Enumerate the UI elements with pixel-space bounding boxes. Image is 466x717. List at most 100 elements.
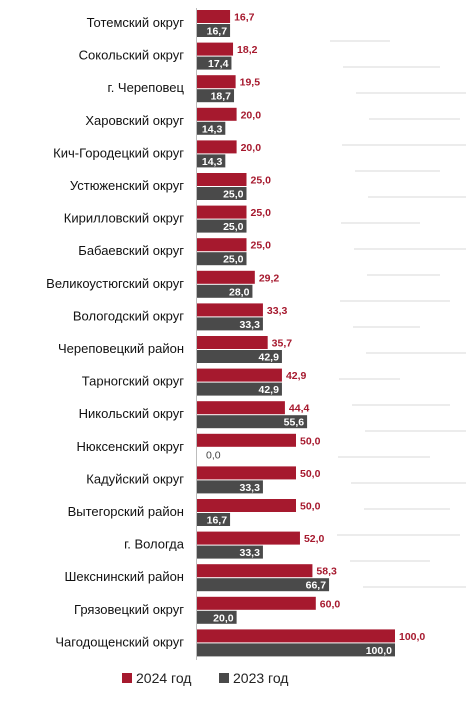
- category-label: Тарногский округ: [82, 374, 185, 389]
- category-label: Череповецкий район: [58, 341, 184, 356]
- category-label: г. Вологда: [124, 537, 185, 552]
- data-label-2024: 20,0: [241, 142, 262, 154]
- bg-texture-line: [353, 326, 420, 328]
- bg-texture-line: [354, 248, 466, 250]
- data-label-2023: 0,0: [206, 449, 221, 461]
- bar-2024: [197, 336, 268, 349]
- data-label-2024: 50,0: [300, 435, 321, 447]
- data-label-2023: 16,7: [207, 515, 228, 527]
- bar-2024: [197, 270, 255, 284]
- bar-2024: [197, 433, 296, 447]
- category-label: Кич-Городецкий округ: [53, 145, 184, 160]
- data-label-2024: 16,7: [234, 12, 255, 24]
- data-label-2023: 42,9: [259, 352, 280, 364]
- data-label-2024: 25,0: [251, 207, 272, 219]
- bg-texture-line: [367, 274, 440, 276]
- bg-texture-line: [363, 586, 466, 588]
- bar-2023: [197, 24, 231, 37]
- bar-2023: [197, 480, 263, 494]
- bar-2023: [197, 610, 237, 624]
- bg-texture-line: [339, 378, 400, 380]
- bg-texture-line: [366, 352, 466, 354]
- bar-2024: [197, 303, 263, 317]
- bar-2023: [197, 121, 226, 135]
- data-label-2023: 17,4: [208, 58, 229, 70]
- legend-label-2024: 2024 год: [136, 670, 191, 686]
- bg-texture-line: [341, 222, 420, 224]
- bg-texture-line: [337, 534, 460, 536]
- data-label-2023: 33,3: [239, 482, 260, 494]
- category-label: г. Череповец: [108, 80, 185, 95]
- data-label-2024: 20,0: [241, 109, 262, 121]
- data-label-2024: 52,0: [304, 533, 325, 545]
- bar-2023: [197, 578, 330, 592]
- data-label-2023: 25,0: [223, 221, 244, 233]
- bar-2024: [197, 75, 236, 89]
- category-label: Нюксенский округ: [77, 439, 185, 454]
- category-label: Великоустюгский округ: [46, 276, 184, 291]
- data-label-2023: 66,7: [306, 580, 327, 592]
- data-label-2023: 55,6: [284, 417, 305, 429]
- bar-2023: [197, 219, 247, 233]
- bg-texture-line: [340, 300, 450, 302]
- bg-texture-line: [368, 196, 466, 198]
- category-label: Бабаевский округ: [78, 243, 184, 258]
- legend-swatch-2024: [122, 673, 132, 683]
- data-label-2024: 100,0: [399, 631, 425, 643]
- bar-2024: [197, 140, 237, 154]
- bg-texture-line: [364, 508, 450, 510]
- data-label-2023: 18,7: [211, 91, 232, 103]
- bar-2024: [197, 564, 313, 578]
- bar-2023: [197, 350, 282, 363]
- data-label-2024: 58,3: [316, 566, 337, 578]
- bar-2024: [197, 401, 285, 415]
- bar-2023: [197, 545, 263, 559]
- category-label: Устюженский округ: [70, 178, 184, 193]
- bg-texture-line: [350, 560, 430, 562]
- data-label-2023: 16,7: [207, 26, 228, 38]
- bar-2023: [197, 56, 232, 70]
- category-label: Сокольский округ: [79, 48, 185, 63]
- category-label: Вологодский округ: [73, 308, 184, 323]
- bar-2024: [197, 238, 247, 252]
- bar-2024: [197, 10, 231, 23]
- category-label: Вытегорский район: [68, 504, 184, 519]
- bg-texture-line: [330, 40, 390, 42]
- data-label-2024: 29,2: [259, 272, 280, 284]
- bar-2023: [197, 643, 395, 657]
- data-label-2023: 28,0: [229, 286, 250, 298]
- bar-2023: [197, 154, 226, 168]
- bg-texture-line: [343, 66, 440, 68]
- data-label-2024: 44,4: [289, 403, 310, 415]
- bar-2024: [197, 596, 316, 610]
- data-label-2023: 33,3: [239, 547, 260, 559]
- bg-texture-line: [369, 118, 460, 120]
- category-label: Чагодощенский округ: [55, 634, 184, 649]
- data-label-2024: 25,0: [251, 175, 272, 187]
- legend-swatch-2023: [219, 673, 229, 683]
- bar-2023: [197, 187, 247, 200]
- data-label-2023: 100,0: [366, 645, 392, 657]
- bar-2024: [197, 499, 296, 512]
- data-label-2023: 20,0: [213, 612, 234, 624]
- bar-2024: [197, 42, 234, 56]
- bar-2024: [197, 629, 395, 643]
- bar-2023: [197, 415, 308, 429]
- bar-2024: [197, 531, 300, 545]
- data-label-2024: 50,0: [300, 468, 321, 480]
- data-label-2024: 33,3: [267, 305, 288, 317]
- data-label-2023: 14,3: [202, 123, 223, 135]
- bar-2024: [197, 466, 296, 480]
- category-label: Грязовецкий округ: [74, 602, 184, 617]
- data-label-2023: 42,9: [259, 384, 280, 396]
- bar-2023: [197, 317, 263, 331]
- background-document-texture: [330, 40, 466, 588]
- bar-2023: [197, 284, 253, 298]
- data-label-2024: 50,0: [300, 501, 321, 513]
- bar-2023: [197, 252, 247, 266]
- category-labels: Тотемский округ Сокольский округ г. Черепо…: [46, 15, 185, 649]
- category-label: Тотемский округ: [87, 15, 185, 30]
- legend-label-2023: 2023 год: [233, 670, 288, 686]
- bg-texture-line: [342, 144, 466, 146]
- bar-2024: [197, 107, 237, 121]
